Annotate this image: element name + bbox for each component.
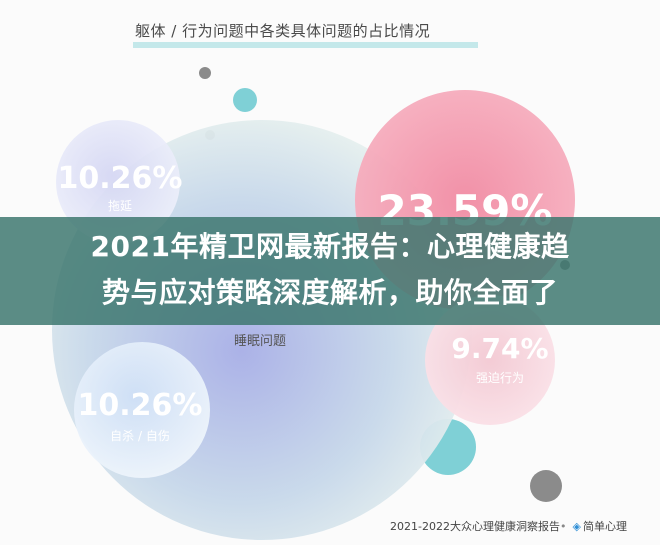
title-highlight (133, 42, 478, 48)
separator-dot: • (560, 520, 567, 533)
brand-name: 简单心理 (582, 520, 627, 533)
label-sleep: 睡眠问题 (234, 334, 286, 349)
value-label-procrastination: 10.26% (58, 161, 183, 196)
label-compulsive: 强迫行为 (476, 371, 524, 385)
bubble-compulsive (425, 295, 555, 425)
value-label-compulsive: 9.74% (451, 332, 548, 365)
label-procrastination: 拖延 (108, 199, 132, 213)
overlay-banner (0, 217, 660, 325)
dot-teal-top (233, 88, 257, 112)
dot-grey-top (199, 67, 211, 79)
bubble-procrastination (56, 120, 180, 244)
label-self-harm: 自杀 / 自伤 (110, 428, 170, 443)
brand-mark: • ◈ 简单心理 (560, 518, 627, 534)
dot-grey-bottom (530, 470, 562, 502)
source-note: 2021-2022大众心理健康洞察报告 (390, 520, 560, 533)
value-label-self-harm: 10.26% (78, 388, 203, 423)
chart-title: 躯体 / 行为问题中各类具体问题的占比情况 (135, 22, 431, 40)
overlay-headline: 2021年精卫网最新报告：心理健康趋 势与应对策略深度解析，助你全面了 (90, 230, 570, 309)
bubble-self-harm (74, 342, 210, 478)
brand-logo-icon: ◈ (572, 520, 581, 533)
